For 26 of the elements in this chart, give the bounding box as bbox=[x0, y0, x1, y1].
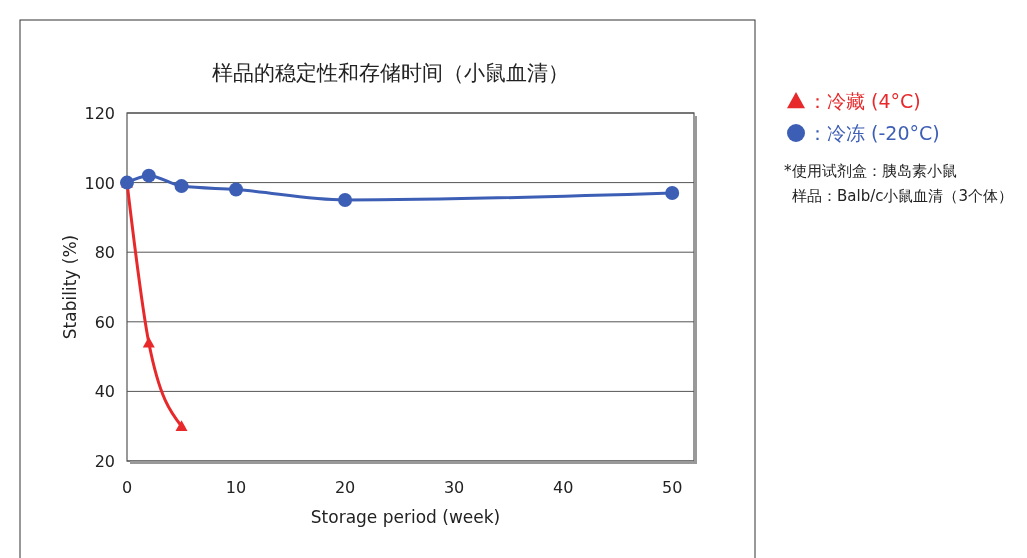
point bbox=[338, 193, 353, 207]
point bbox=[229, 182, 244, 197]
point bbox=[142, 336, 155, 348]
x-tick-label: 50 bbox=[662, 478, 683, 497]
y-tick-label: 100 bbox=[84, 173, 115, 193]
legend-label: ：冷冻 (-20°C) bbox=[808, 122, 940, 144]
x-tick-label: 0 bbox=[121, 478, 133, 497]
x-axis-title: Storage period (week) bbox=[310, 507, 501, 527]
x-tick-label: 40 bbox=[552, 478, 574, 497]
legend-label: ：冷藏 (4°C) bbox=[808, 90, 921, 112]
y-tick-label: 20 bbox=[94, 452, 115, 471]
point bbox=[141, 168, 156, 183]
x-tick-label: 10 bbox=[225, 478, 247, 497]
y-tick-label: 120 bbox=[84, 104, 115, 123]
point bbox=[174, 179, 189, 194]
point bbox=[665, 186, 680, 201]
chart-title: 样品的稳定性和存储时间（小鼠血清） bbox=[212, 61, 569, 85]
text: 样品：Balb/c小鼠血清（3个体） bbox=[792, 187, 1014, 205]
point bbox=[175, 420, 188, 431]
text: *使用试剂盒：胰岛素小鼠 bbox=[784, 162, 957, 180]
y-axis-title: Stability (%) bbox=[60, 234, 80, 340]
y-tick-label: 80 bbox=[94, 243, 115, 263]
y-tick-label: 40 bbox=[94, 382, 115, 402]
x-tick-label: 20 bbox=[334, 478, 356, 497]
x-tick-label: 30 bbox=[443, 478, 465, 497]
y-tick-label: 60 bbox=[94, 312, 115, 332]
